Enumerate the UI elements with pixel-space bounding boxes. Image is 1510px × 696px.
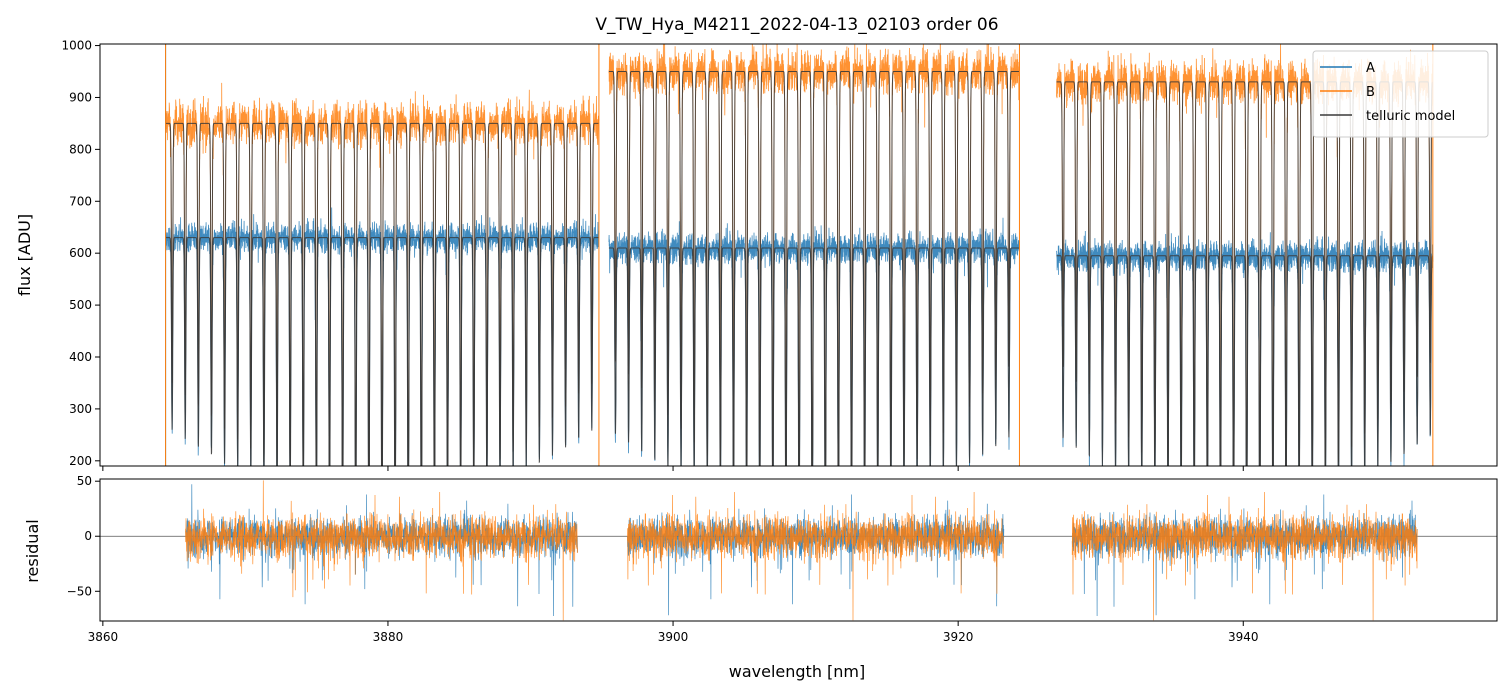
residual-b-line	[185, 480, 578, 621]
top-plot-area	[165, 44, 1434, 466]
bottom-y-axis-label: residual	[23, 519, 42, 582]
y-tick-label: 900	[69, 90, 92, 104]
legend-label: B	[1366, 85, 1375, 100]
residual-b-line	[627, 491, 1005, 621]
y-tick-label: 300	[69, 402, 92, 416]
bottom-panel: −50 0 50 3860 3880 3900 3920 3940 residual wav…	[23, 474, 1498, 681]
telluric-model-line	[608, 71, 1020, 466]
y-tick-label: 800	[69, 142, 92, 156]
top-y-axis: 200 300 400 500 600 700 800 900 1000	[61, 39, 100, 468]
x-tick-label: 3940	[1228, 630, 1259, 644]
top-y-axis-label: flux [ADU]	[15, 214, 34, 296]
legend-label: A	[1366, 61, 1375, 76]
top-x-axis	[102, 466, 1244, 471]
x-tick-label: 3900	[658, 630, 689, 644]
residual-a-line	[185, 484, 578, 617]
y-tick-label: 1000	[61, 39, 92, 53]
series-a-line	[608, 217, 1020, 466]
residual-a-line	[1071, 494, 1418, 617]
y-tick-label: 500	[69, 298, 92, 312]
y-tick-label: 700	[69, 194, 92, 208]
bottom-x-axis: 3860 3880 3900 3920 3940	[88, 621, 1259, 644]
bottom-axes-frame	[99, 478, 1498, 622]
residual-b-line	[1071, 491, 1418, 621]
x-tick-label: 3860	[88, 630, 119, 644]
y-tick-label: 200	[69, 454, 92, 468]
telluric-model-line	[1056, 255, 1434, 466]
chart-title: V_TW_Hya_M4211_2022-04-13_02103 order 06	[595, 15, 998, 35]
x-axis-label: wavelength [nm]	[729, 662, 866, 681]
top-axes-frame	[99, 43, 1498, 467]
bottom-plot-area	[100, 480, 1497, 621]
legend-label: telluric model	[1366, 109, 1455, 124]
y-tick-label: 50	[77, 474, 92, 488]
y-tick-label: 600	[69, 246, 92, 260]
telluric-model-line	[165, 237, 599, 466]
series-b-line	[608, 44, 1020, 466]
x-tick-label: 3880	[373, 630, 404, 644]
y-tick-label: 0	[84, 529, 92, 543]
y-tick-label: −50	[67, 584, 92, 598]
bottom-y-axis: −50 0 50	[67, 474, 100, 598]
x-tick-label: 3920	[943, 630, 974, 644]
y-tick-label: 400	[69, 350, 92, 364]
telluric-model-line	[608, 247, 1020, 466]
